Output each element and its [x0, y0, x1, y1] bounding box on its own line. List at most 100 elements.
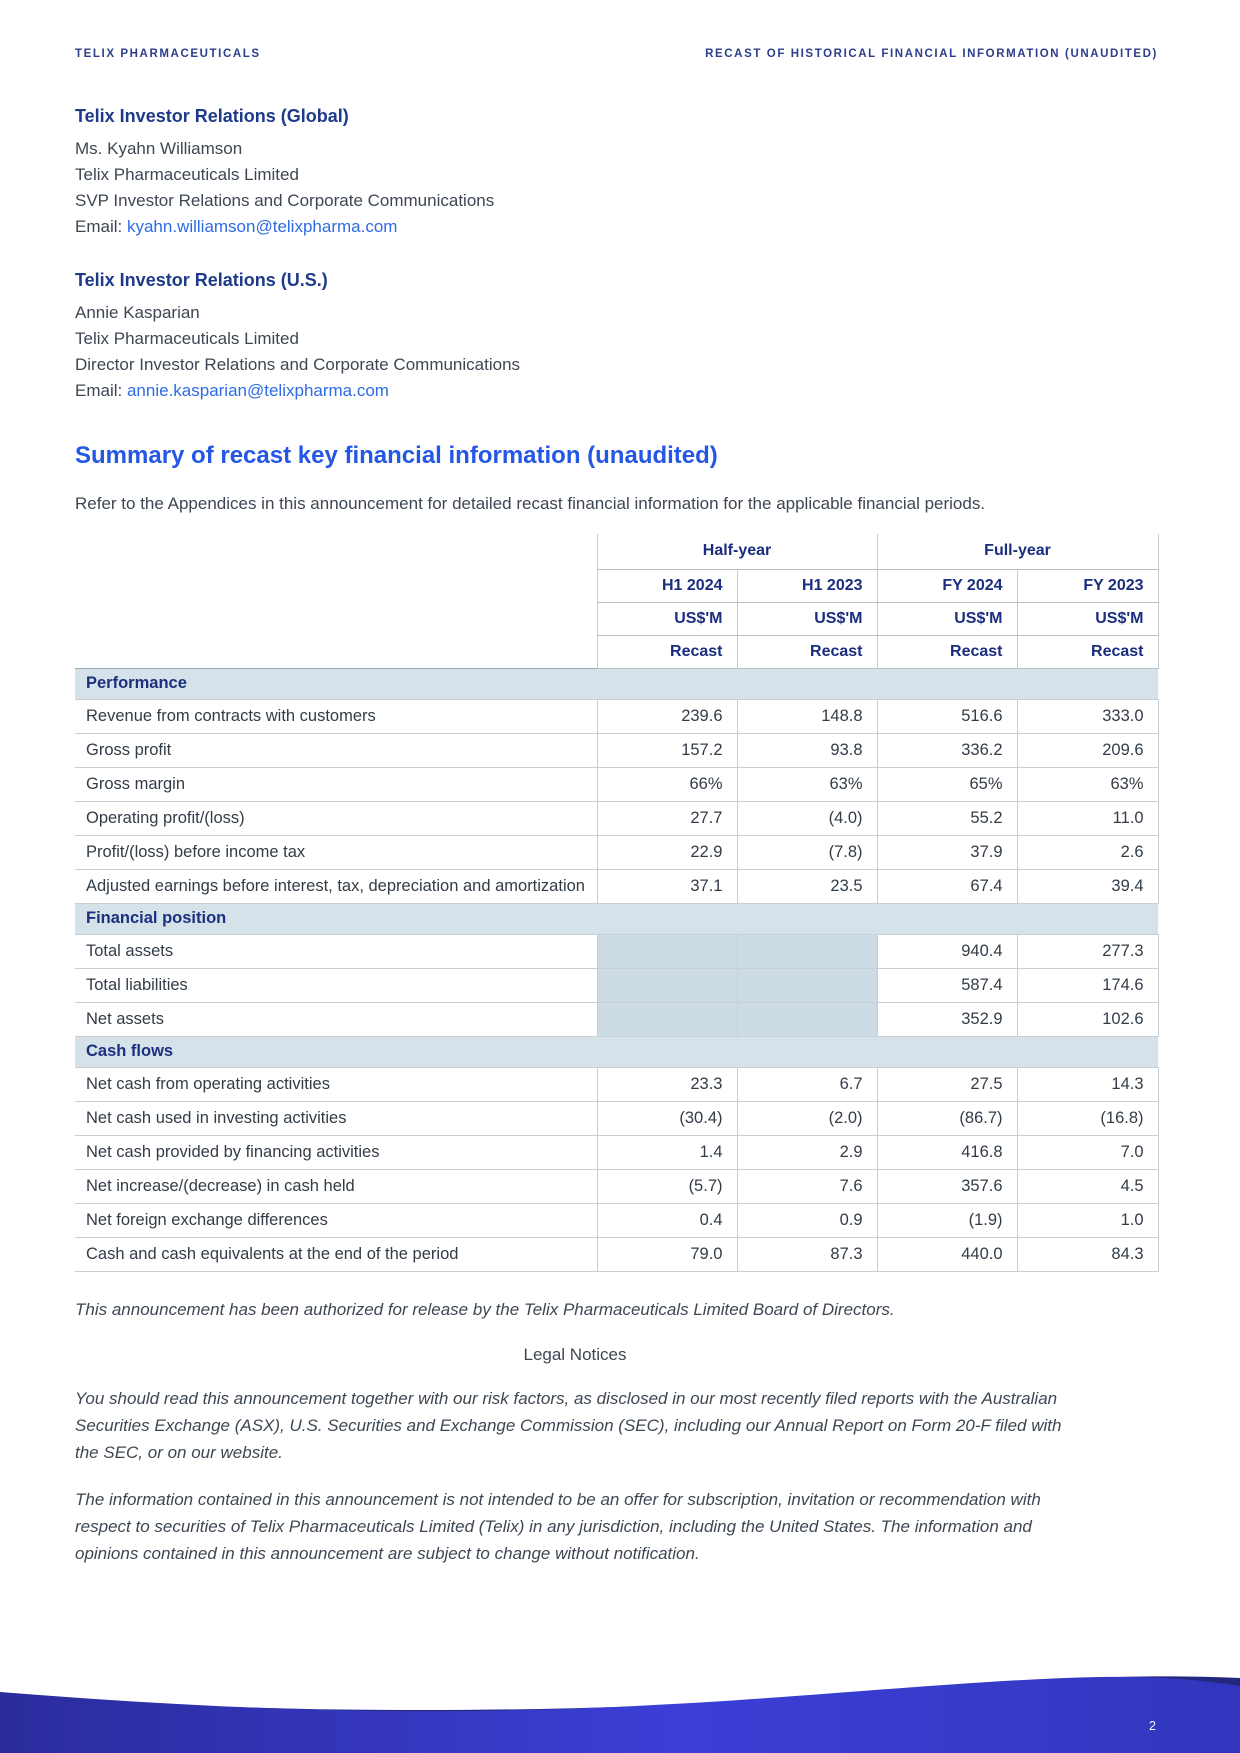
cell-value: 1.4: [596, 1135, 737, 1170]
legal-paragraph: The information contained in this announ…: [75, 1489, 1041, 1563]
contact-email-line: Email: kyahn.williamson@telixpharma.com: [75, 214, 1158, 240]
cell-value: 79.0: [596, 1237, 737, 1272]
cell-value: 27.5: [876, 1067, 1018, 1102]
authorization-note: This announcement has been authorized fo…: [75, 1299, 895, 1319]
table-row: Profit/(loss) before income tax 22.9 (7.8)…: [75, 835, 1159, 870]
row-label: Net cash provided by financing activitie…: [75, 1135, 597, 1170]
email-link[interactable]: kyahn.williamson@telixpharma.com: [126, 217, 398, 236]
intro-paragraph: Refer to the Appendices in this announce…: [75, 494, 986, 513]
footer-wave: 2: [0, 1671, 1240, 1753]
row-label: Gross profit: [75, 733, 597, 768]
cell-value: 87.3: [736, 1237, 878, 1272]
row-label: Operating profit/(loss): [75, 801, 597, 836]
cell-value: 440.0: [876, 1237, 1018, 1272]
contact-role: Director Investor Relations and Corporat…: [75, 355, 521, 374]
legal-notices-title: Legal Notices: [523, 1344, 627, 1364]
recast-header: Recast: [596, 635, 737, 669]
period-header: FY 2024: [876, 569, 1018, 603]
row-label: Cash and cash equivalents at the end of …: [75, 1237, 597, 1272]
contact-block-global: Telix Investor Relations (Global) Ms. Ky…: [75, 106, 1158, 240]
cell-value: 157.2: [596, 733, 737, 768]
cell-value: (4.0): [736, 801, 878, 836]
cell-value: (86.7): [876, 1101, 1018, 1136]
cell-value: [736, 934, 878, 969]
cell-value: 39.4: [1016, 869, 1159, 904]
header-doc-title: RECAST OF HISTORICAL FINANCIAL INFORMATI…: [705, 48, 1158, 60]
table-header-row: Recast Recast Recast Recast: [75, 635, 1159, 669]
cell-value: [736, 968, 878, 1003]
contact-heading: Telix Investor Relations (U.S.): [75, 270, 328, 290]
contact-email-line: Email: annie.kasparian@telixpharma.com: [75, 378, 1158, 404]
empty-cell: [75, 635, 597, 668]
email-link[interactable]: annie.kasparian@telixpharma.com: [126, 381, 389, 400]
cell-value: 174.6: [1016, 968, 1159, 1003]
cell-value: 63%: [1016, 767, 1159, 802]
cell-value: 333.0: [1016, 699, 1159, 734]
section-title: Cash flows: [75, 1035, 1159, 1068]
contact-role: SVP Investor Relations and Corporate Com…: [75, 191, 495, 210]
table-row: Net increase/(decrease) in cash held (5.7…: [75, 1169, 1159, 1204]
period-header: H1 2023: [736, 569, 878, 603]
contact-heading: Telix Investor Relations (Global): [75, 106, 349, 126]
cell-value: [596, 1002, 737, 1037]
empty-cell: [75, 569, 597, 602]
wave-front: [0, 1676, 1240, 1753]
recast-header: Recast: [1016, 635, 1159, 669]
cell-value: 27.7: [596, 801, 737, 836]
cell-value: (7.8): [736, 835, 878, 870]
cell-value: 416.8: [876, 1135, 1018, 1170]
cell-value: 65%: [876, 767, 1018, 802]
email-label: Email:: [75, 381, 127, 400]
cell-value: 239.6: [596, 699, 737, 734]
table-header-row: US$'M US$'M US$'M US$'M: [75, 602, 1159, 636]
cell-value: 4.5: [1016, 1169, 1159, 1204]
column-group-header: Full-year: [876, 534, 1159, 570]
financial-table: Half-year Full-year H1 2024 H1 2023 FY 2024 F…: [75, 534, 1159, 1272]
wave-graphic: [0, 1676, 1240, 1753]
row-label: Net assets: [75, 1002, 597, 1037]
cell-value: 55.2: [876, 801, 1018, 836]
cell-value: 67.4: [876, 869, 1018, 904]
table-row: Total liabilities 587.4 174.6: [75, 968, 1159, 1003]
table-row: Net assets 352.9 102.6: [75, 1002, 1159, 1037]
cell-value: [596, 968, 737, 1003]
table-header-row: H1 2024 H1 2023 FY 2024 FY 2023: [75, 569, 1159, 603]
period-header: FY 2023: [1016, 569, 1159, 603]
cell-value: [596, 934, 737, 969]
cell-value: 2.6: [1016, 835, 1159, 870]
cell-value: 37.1: [596, 869, 737, 904]
cell-value: 66%: [596, 767, 737, 802]
cell-value: 23.3: [596, 1067, 737, 1102]
contact-block-us: Telix Investor Relations (U.S.) Annie Ka…: [75, 270, 1158, 404]
cell-value: 84.3: [1016, 1237, 1159, 1272]
contact-company: Telix Pharmaceuticals Limited: [75, 329, 299, 348]
section-title: Performance: [75, 667, 1159, 700]
table-row: Cash and cash equivalents at the end of …: [75, 1237, 1159, 1272]
cell-value: 2.9: [736, 1135, 878, 1170]
cell-value: 148.8: [736, 699, 878, 734]
cell-value: 93.8: [736, 733, 878, 768]
cell-value: 209.6: [1016, 733, 1159, 768]
cell-value: 0.4: [596, 1203, 737, 1238]
unit-header: US$'M: [596, 602, 737, 636]
section-header-row: Cash flows: [75, 1035, 1159, 1068]
contact-name: Annie Kasparian: [75, 303, 200, 322]
table-row: Adjusted earnings before interest, tax, …: [75, 869, 1159, 904]
cell-value: 1.0: [1016, 1203, 1159, 1238]
page-title: Summary of recast key financial informat…: [75, 442, 718, 469]
row-label: Net increase/(decrease) in cash held: [75, 1169, 597, 1204]
cell-value: 22.9: [596, 835, 737, 870]
running-header: TELIX PHARMACEUTICALS RECAST OF HISTORIC…: [75, 48, 1158, 60]
table-row: Revenue from contracts with customers 239…: [75, 699, 1159, 734]
cell-value: 0.9: [736, 1203, 878, 1238]
row-label: Net foreign exchange differences: [75, 1203, 597, 1238]
cell-value: 7.0: [1016, 1135, 1159, 1170]
cell-value: 63%: [736, 767, 878, 802]
empty-cell: [75, 602, 597, 635]
section-header-row: Performance: [75, 667, 1159, 700]
row-label: Gross margin: [75, 767, 597, 802]
recast-header: Recast: [736, 635, 878, 669]
header-company: TELIX PHARMACEUTICALS: [75, 48, 261, 60]
cell-value: 587.4: [876, 968, 1018, 1003]
